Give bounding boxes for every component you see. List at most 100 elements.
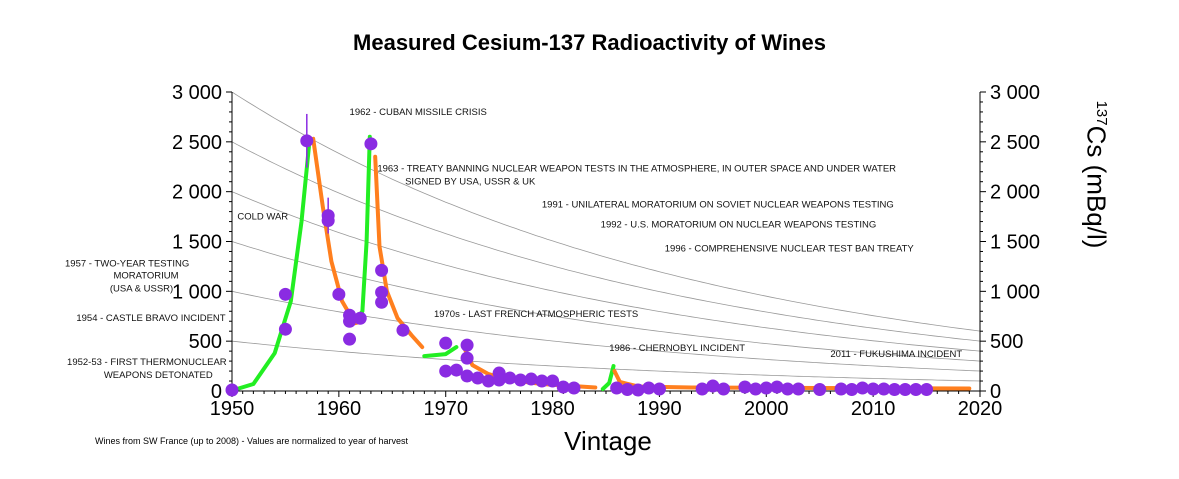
data-point-43 xyxy=(759,381,773,395)
data-point-33 xyxy=(610,381,624,395)
y-tick-label-left: 1 500 xyxy=(172,232,222,254)
y-tick-label-right: 2 500 xyxy=(990,132,1040,154)
data-point-17 xyxy=(439,364,453,378)
data-point-48 xyxy=(834,382,848,396)
data-point-50 xyxy=(855,381,869,395)
y-tick-label-left: 3 000 xyxy=(172,82,222,104)
data-point-16 xyxy=(439,336,453,350)
annotation-1: 1963 - TREATY BANNING NUCLEAR WEAPON TES… xyxy=(377,164,896,175)
annotation-8: MORATORIUM xyxy=(113,270,178,281)
annotation-15: WEAPONS DETONATED xyxy=(104,370,213,381)
annotation-10: 1954 - CASTLE BRAVO INCIDENT xyxy=(76,313,225,324)
y-tick-label-right: 1 500 xyxy=(990,232,1040,254)
data-point-38 xyxy=(695,382,709,396)
y-axis-label-text: Cs (mBq/l) xyxy=(1081,125,1112,249)
data-point-53 xyxy=(888,383,902,397)
x-axis-label: Vintage xyxy=(564,426,652,456)
rise-segment-1 xyxy=(352,134,372,324)
x-tick-label: 2010 xyxy=(851,398,896,420)
data-point-46 xyxy=(791,382,805,396)
annotation-5: 1996 - COMPREHENSIVE NUCLEAR TEST BAN TR… xyxy=(665,243,915,254)
data-point-40 xyxy=(717,382,731,396)
data-point-13 xyxy=(375,285,389,299)
data-point-32 xyxy=(567,381,581,395)
data-point-56 xyxy=(920,383,934,397)
data-point-2 xyxy=(278,322,292,336)
decay-curves xyxy=(232,92,980,382)
x-tick-label: 1960 xyxy=(317,398,362,420)
decay-curve-3 xyxy=(232,241,980,362)
decay-curve-5 xyxy=(232,340,980,382)
y-axis-label-superscript: 137 xyxy=(1093,100,1111,126)
y-tick-label-left: 500 xyxy=(189,331,222,353)
x-tick-label: 2020 xyxy=(958,398,1003,420)
data-point-8 xyxy=(343,314,357,328)
data-point-10 xyxy=(343,332,357,346)
data-point-49 xyxy=(845,383,859,397)
data-point-1 xyxy=(278,287,292,301)
data-point-44 xyxy=(770,380,784,394)
data-point-51 xyxy=(866,382,880,396)
annotation-4: 1992 - U.S. MORATORIUM ON NUCLEAR WEAPON… xyxy=(601,220,877,231)
y-tick-label-left: 2 500 xyxy=(172,132,222,154)
y-tick-label-right: 1 000 xyxy=(990,281,1040,303)
data-point-25 xyxy=(492,373,506,387)
data-point-29 xyxy=(535,374,549,388)
x-tick-label: 1970 xyxy=(423,398,468,420)
y-tick-label-right: 500 xyxy=(990,331,1023,353)
data-point-42 xyxy=(749,382,763,396)
data-point-47 xyxy=(813,383,827,397)
data-point-19 xyxy=(460,338,474,352)
annotation-7: 1957 - TWO-YEAR TESTING xyxy=(65,258,189,269)
data-point-31 xyxy=(556,380,570,394)
chart-title: Measured Cesium-137 Radioactivity of Win… xyxy=(353,30,826,55)
y-tick-label-left: 2 000 xyxy=(172,182,222,204)
data-point-39 xyxy=(706,379,720,393)
data-point-6 xyxy=(332,287,346,301)
annotation-9: (USA & USSR) xyxy=(110,283,173,294)
annotations: 1962 - CUBAN MISSILE CRISIS 1963 - TREATY… xyxy=(65,107,962,381)
data-point-35 xyxy=(631,383,645,397)
x-tick-label: 1980 xyxy=(530,398,575,420)
data-point-54 xyxy=(898,383,912,397)
y-tick-label-right: 3 000 xyxy=(990,82,1040,104)
footnote: Wines from SW France (up to 2008) - Valu… xyxy=(95,436,408,446)
annotation-13: 2011 - FUKUSHIMA INCIDENT xyxy=(830,349,962,360)
x-tick-label: 1950 xyxy=(210,398,255,420)
y-tick-label-right: 2 000 xyxy=(990,182,1040,204)
annotation-0: 1962 - CUBAN MISSILE CRISIS xyxy=(350,107,487,118)
data-point-41 xyxy=(738,380,752,394)
rise-segment-2 xyxy=(422,345,459,359)
data-point-15 xyxy=(396,323,410,337)
decay-curve-1 xyxy=(232,141,980,342)
decay-curve-0 xyxy=(232,92,980,332)
data-point-5 xyxy=(321,214,335,228)
rise-segment-3 xyxy=(600,364,616,391)
data-point-37 xyxy=(652,382,666,396)
data-point-18 xyxy=(449,363,463,377)
data-point-20 xyxy=(460,351,474,365)
data-point-26 xyxy=(503,371,517,385)
annotation-14: 1952-53 - FIRST THERMONUCLEAR xyxy=(67,357,227,368)
data-point-0 xyxy=(225,383,239,397)
x-tick-label: 1990 xyxy=(637,398,682,420)
annotation-11: 1970s - LAST FRENCH ATMOSPHERIC TESTS xyxy=(434,309,638,320)
data-point-27 xyxy=(514,373,528,387)
data-point-12 xyxy=(375,263,389,277)
annotation-12: 1986 - CHERNOBYL INCIDENT xyxy=(609,343,745,354)
annotation-2: SIGNED BY USA, USSR & UK xyxy=(405,177,536,188)
annotation-3: 1991 - UNILATERAL MORATORIUM ON SOVIET N… xyxy=(542,200,894,211)
data-point-23 xyxy=(481,374,495,388)
data-point-45 xyxy=(781,382,795,396)
data-point-36 xyxy=(642,381,656,395)
data-point-34 xyxy=(620,383,634,397)
annotation-6: COLD WAR xyxy=(237,212,288,223)
data-point-9 xyxy=(353,311,367,325)
rise-segment-0 xyxy=(230,144,311,393)
data-point-21 xyxy=(460,369,474,383)
data-points xyxy=(225,113,934,397)
data-point-11 xyxy=(364,137,378,151)
data-point-14 xyxy=(375,295,389,309)
data-point-52 xyxy=(877,382,891,396)
